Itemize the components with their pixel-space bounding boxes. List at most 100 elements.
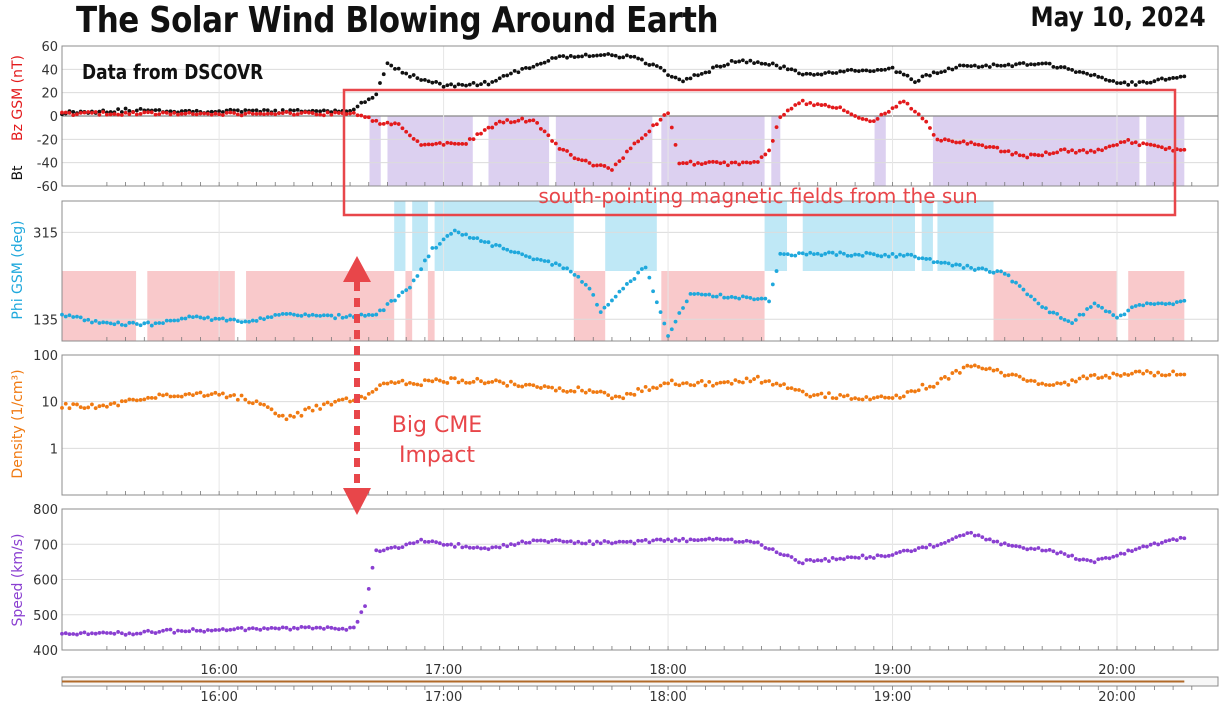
bt-point (808, 72, 813, 76)
phi-gsm-point (767, 299, 771, 304)
bz-gsm-point (112, 112, 117, 116)
phi-gsm-point (247, 319, 251, 324)
bz-gsm-point (984, 145, 988, 150)
density-point (1058, 381, 1063, 386)
bz-gsm-point (1055, 150, 1060, 155)
bz-gsm-point (86, 110, 91, 114)
speed-point (370, 565, 375, 570)
speed-point (901, 548, 906, 553)
density-point (277, 414, 281, 418)
density-point (1118, 373, 1123, 378)
speed-point (606, 540, 611, 544)
density-point (718, 380, 723, 385)
phi-gsm-point (643, 265, 648, 270)
bt-point (1126, 82, 1131, 87)
density-point (509, 379, 513, 384)
phi-gsm-point (112, 322, 117, 327)
bz-gsm-point (991, 145, 996, 149)
speed-point (512, 543, 517, 547)
phi-away-shade (605, 201, 657, 271)
density-point (916, 388, 921, 393)
phi-gsm-point (550, 263, 554, 267)
bz-gsm-point (509, 120, 513, 125)
phi-gsm-point (673, 319, 678, 324)
speed-point (516, 541, 521, 546)
phi-gsm-point (1073, 318, 1078, 322)
phi-gsm-point (1126, 308, 1131, 313)
density-point (1014, 373, 1018, 377)
phi-gsm-point (292, 312, 296, 317)
speed-point (980, 535, 985, 540)
speed-point (770, 547, 775, 552)
bz-gsm-point (422, 142, 427, 147)
density-point (868, 397, 872, 402)
speed-point (101, 630, 106, 635)
phi-gsm-point (1032, 297, 1037, 302)
density-point (658, 383, 663, 388)
bt-point (550, 56, 554, 60)
speed-point (1092, 560, 1097, 565)
bz-gsm-point (396, 122, 401, 126)
density-point (886, 395, 891, 400)
phi-gsm-point (789, 253, 794, 258)
density-point (310, 408, 315, 413)
phi-toward-shade (147, 271, 235, 341)
bt-point (759, 61, 764, 66)
bz-gsm-point (191, 112, 195, 116)
bz-gsm-point (90, 110, 94, 115)
bt-point (546, 58, 551, 63)
density-point (385, 381, 390, 386)
density-point (972, 363, 977, 368)
speed-point (280, 625, 285, 630)
bz-gsm-point (673, 142, 678, 147)
bt-point (688, 76, 693, 81)
bz-south-shade (555, 116, 653, 186)
bz-gsm-point (838, 105, 843, 110)
density-point (452, 376, 457, 381)
bz-gsm-point (1133, 140, 1138, 145)
bt-point (1118, 81, 1123, 86)
bz-gsm-point (116, 112, 121, 117)
phi-gsm-point (509, 249, 513, 254)
phi-gsm-point (295, 313, 300, 318)
density-point (176, 394, 180, 399)
phi-gsm-point (479, 239, 483, 243)
speed-point (1100, 556, 1104, 561)
density-point (254, 399, 259, 404)
density-point (445, 381, 450, 385)
speed-point (808, 557, 813, 562)
bt-point (314, 109, 319, 113)
density-point (1085, 376, 1089, 381)
phi-gsm-point (329, 313, 334, 318)
bz-gsm-point (1096, 147, 1101, 152)
bt-point (1141, 79, 1146, 84)
x-tick-label-lower: 18:00 (649, 690, 686, 705)
phi-gsm-point (591, 292, 596, 297)
bt-point (422, 77, 427, 82)
bz-gsm-point (722, 160, 727, 165)
phi-gsm-point (841, 251, 846, 256)
density-point (767, 379, 771, 383)
phi-gsm-point (681, 306, 685, 310)
bz-gsm-point (819, 103, 824, 107)
bt-point (119, 110, 124, 114)
density-point (744, 376, 749, 381)
x-tick-label-lower: 19:00 (874, 690, 911, 705)
phi-gsm-point (138, 323, 143, 328)
phi-gsm-point (437, 241, 442, 246)
speed-point (928, 542, 932, 547)
bz-gsm-point (1159, 145, 1164, 150)
speed-point (950, 537, 955, 542)
bz-gsm-point (146, 110, 150, 115)
bz-gsm-point (258, 111, 263, 116)
phi-gsm-point (467, 235, 472, 240)
bz-gsm-point (696, 161, 700, 165)
speed-point (864, 556, 869, 561)
density-point (894, 393, 899, 398)
phi-gsm-point (763, 296, 768, 301)
speed-point (153, 631, 158, 635)
bz-gsm-point (557, 147, 562, 151)
bt-point (445, 83, 450, 88)
bt-point (183, 109, 188, 113)
x-tick-label: 17:00 (425, 663, 462, 678)
